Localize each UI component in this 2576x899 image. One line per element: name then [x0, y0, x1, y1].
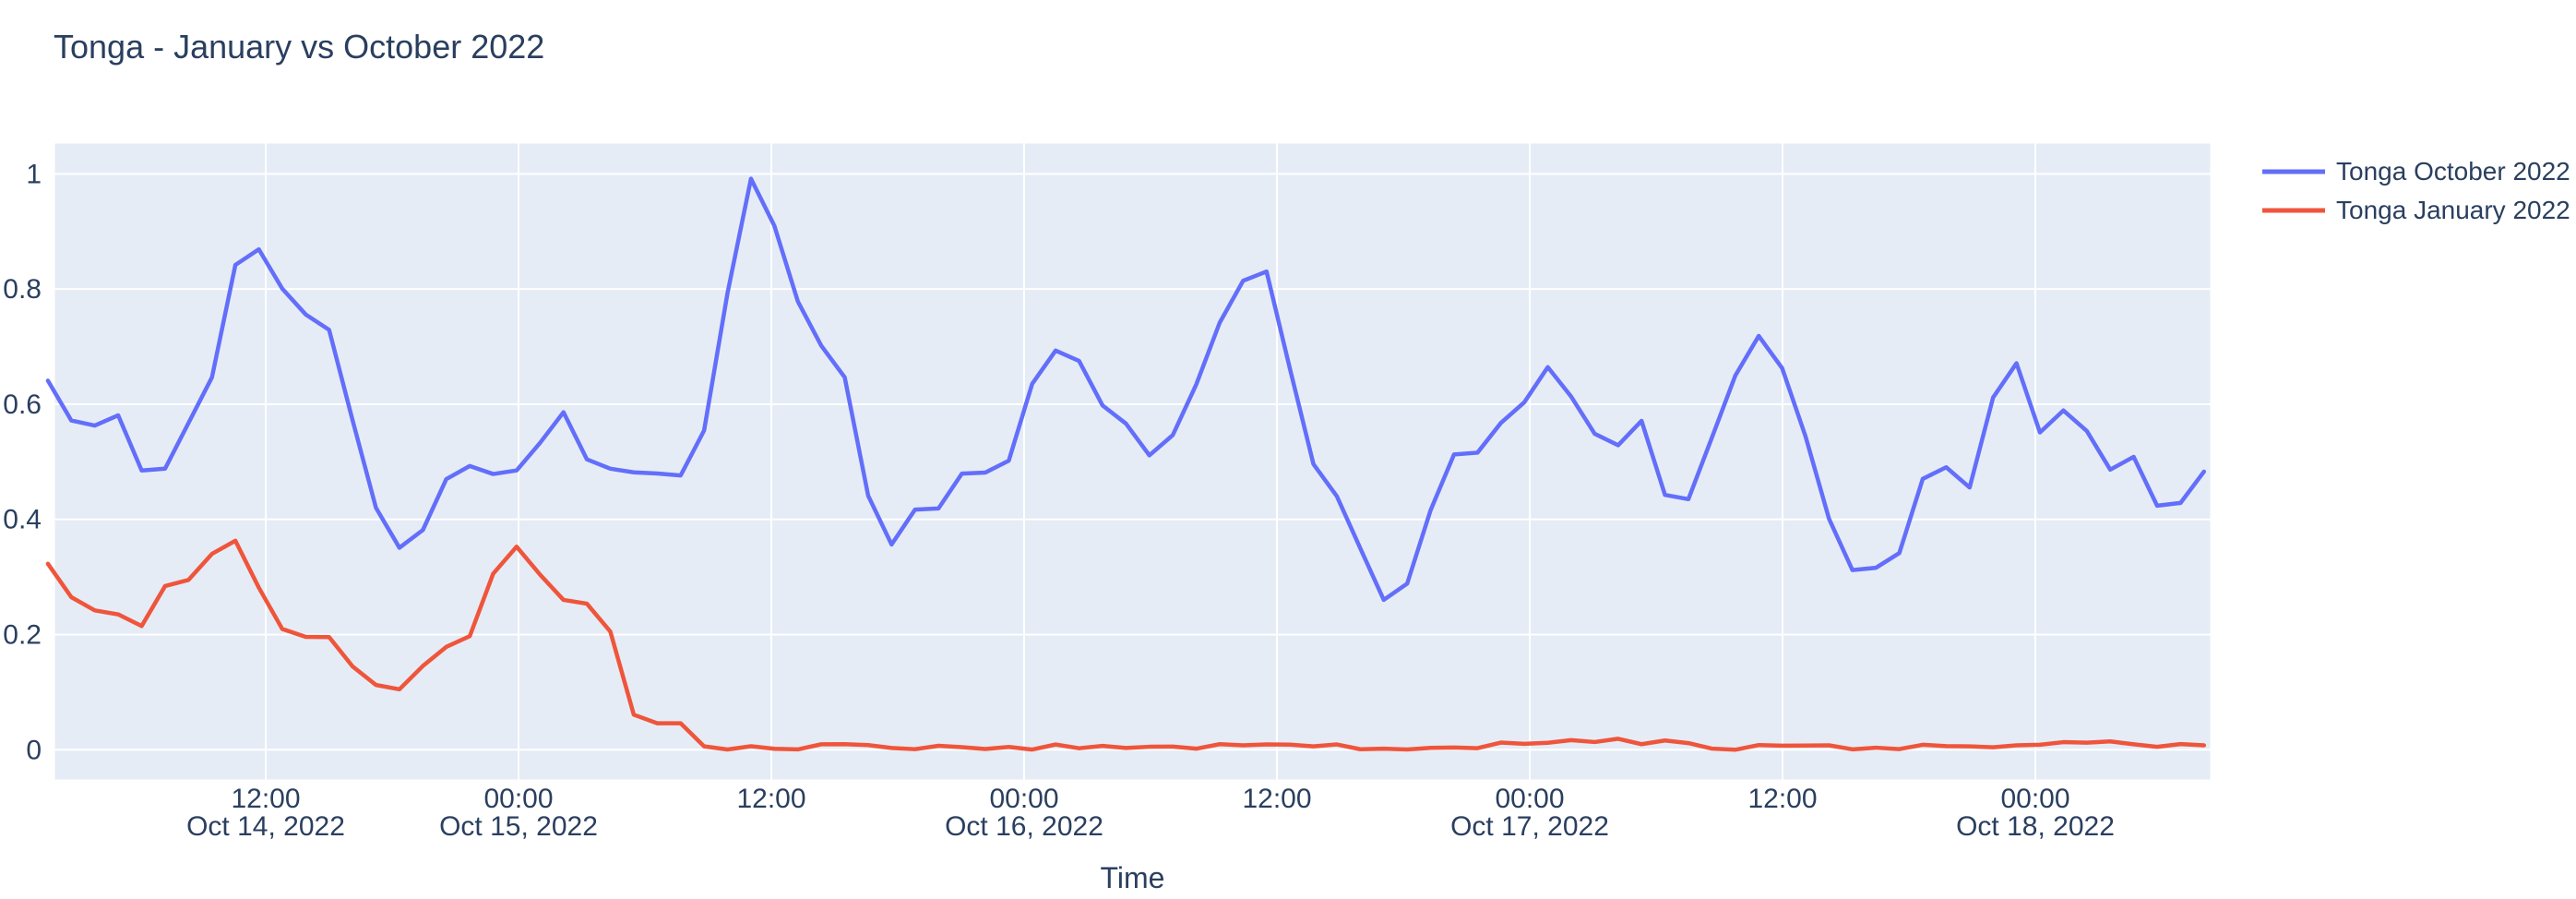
svg-text:Oct 17, 2022: Oct 17, 2022: [1450, 811, 1609, 842]
svg-text:00:00: 00:00: [989, 784, 1058, 814]
svg-text:Tonga January 2022: Tonga January 2022: [2336, 196, 2570, 224]
svg-text:12:00: 12:00: [736, 784, 805, 814]
svg-text:0.2: 0.2: [3, 620, 42, 651]
svg-text:1: 1: [26, 159, 42, 189]
svg-text:Oct 14, 2022: Oct 14, 2022: [186, 811, 345, 842]
svg-text:00:00: 00:00: [483, 784, 553, 814]
svg-text:00:00: 00:00: [1495, 784, 1564, 814]
svg-text:Time: Time: [1101, 861, 1165, 894]
svg-text:0.6: 0.6: [3, 390, 42, 420]
svg-text:12:00: 12:00: [231, 784, 300, 814]
svg-text:Oct 18, 2022: Oct 18, 2022: [1956, 811, 2115, 842]
svg-text:0.8: 0.8: [3, 274, 42, 305]
svg-text:0: 0: [26, 735, 42, 765]
svg-text:Tonga October 2022: Tonga October 2022: [2336, 157, 2570, 186]
svg-text:Oct 16, 2022: Oct 16, 2022: [945, 811, 1103, 842]
svg-text:00:00: 00:00: [2000, 784, 2069, 814]
svg-text:0.4: 0.4: [3, 505, 42, 535]
svg-text:12:00: 12:00: [1747, 784, 1817, 814]
svg-text:Oct 15, 2022: Oct 15, 2022: [439, 811, 598, 842]
svg-text:12:00: 12:00: [1242, 784, 1311, 814]
